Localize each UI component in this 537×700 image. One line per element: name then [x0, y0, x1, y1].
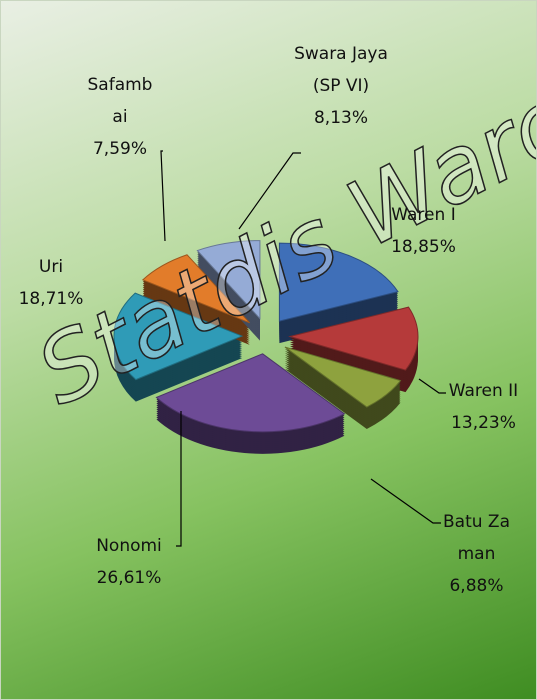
- data-label: Waren I 18,85%: [376, 199, 471, 263]
- leader-line: [160, 150, 166, 242]
- value-label: 7,59%: [92, 139, 147, 159]
- data-label: Batu Zaman 6,88%: [439, 506, 514, 602]
- data-label: Swara Jaya (SP VI) 8,13%: [291, 38, 391, 134]
- leader-lines: [160, 150, 446, 547]
- value-label: 18,85%: [391, 237, 456, 257]
- data-label: Uri 18,71%: [6, 251, 96, 315]
- pie-slice: [141, 254, 251, 324]
- pie-slice: [155, 353, 346, 433]
- category-name: Safambai: [87, 75, 153, 127]
- pie-slice: [278, 242, 399, 322]
- value-label: 6,88%: [449, 576, 504, 596]
- data-label: Waren II 13,23%: [441, 375, 526, 439]
- leader-line: [176, 411, 182, 547]
- category-name: Swara Jaya (SP VI): [294, 44, 388, 96]
- value-label: 18,71%: [18, 289, 84, 309]
- data-label: Nonomi 26,61%: [79, 530, 179, 594]
- pie-slice: [288, 306, 419, 371]
- pie-slice: [113, 292, 244, 381]
- leader-line: [370, 478, 441, 524]
- data-label: Safambai 7,59%: [86, 69, 154, 165]
- pie-slice: [284, 346, 402, 408]
- value-label: 26,61%: [96, 568, 162, 588]
- category-name: Uri: [38, 257, 64, 277]
- category-name: Nonomi: [96, 536, 162, 556]
- category-name: Waren II: [448, 381, 519, 401]
- value-label: 13,23%: [451, 413, 516, 433]
- category-name: Waren I: [391, 205, 456, 225]
- leader-line: [418, 378, 446, 394]
- leader-line: [238, 152, 301, 230]
- category-name: Batu Zaman: [443, 512, 510, 564]
- value-label: 8,13%: [313, 108, 368, 128]
- pie-slice: [196, 240, 261, 320]
